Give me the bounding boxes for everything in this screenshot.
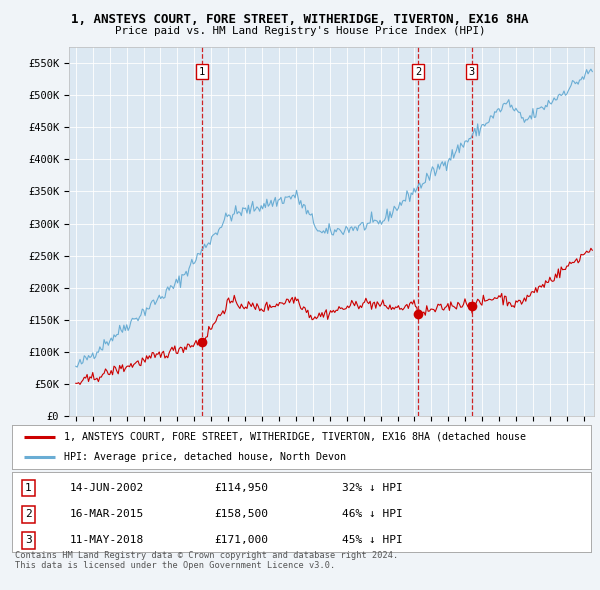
Text: 2: 2 [25, 509, 32, 519]
Text: 32% ↓ HPI: 32% ↓ HPI [342, 483, 403, 493]
Text: 3: 3 [469, 67, 475, 77]
Text: 14-JUN-2002: 14-JUN-2002 [70, 483, 144, 493]
Text: 1, ANSTEYS COURT, FORE STREET, WITHERIDGE, TIVERTON, EX16 8HA (detached house: 1, ANSTEYS COURT, FORE STREET, WITHERIDG… [64, 432, 526, 442]
Text: Contains HM Land Registry data © Crown copyright and database right 2024.: Contains HM Land Registry data © Crown c… [15, 550, 398, 559]
Text: 45% ↓ HPI: 45% ↓ HPI [342, 536, 403, 546]
Text: 46% ↓ HPI: 46% ↓ HPI [342, 509, 403, 519]
Text: 3: 3 [25, 536, 32, 546]
Text: £114,950: £114,950 [215, 483, 269, 493]
Text: 11-MAY-2018: 11-MAY-2018 [70, 536, 144, 546]
Text: 1: 1 [25, 483, 32, 493]
Text: 16-MAR-2015: 16-MAR-2015 [70, 509, 144, 519]
Text: £171,000: £171,000 [215, 536, 269, 546]
Text: 1: 1 [199, 67, 205, 77]
Text: £158,500: £158,500 [215, 509, 269, 519]
Text: 2: 2 [415, 67, 421, 77]
Text: Price paid vs. HM Land Registry's House Price Index (HPI): Price paid vs. HM Land Registry's House … [115, 26, 485, 36]
Text: This data is licensed under the Open Government Licence v3.0.: This data is licensed under the Open Gov… [15, 560, 335, 569]
Text: HPI: Average price, detached house, North Devon: HPI: Average price, detached house, Nort… [64, 452, 346, 462]
Text: 1, ANSTEYS COURT, FORE STREET, WITHERIDGE, TIVERTON, EX16 8HA: 1, ANSTEYS COURT, FORE STREET, WITHERIDG… [71, 13, 529, 26]
